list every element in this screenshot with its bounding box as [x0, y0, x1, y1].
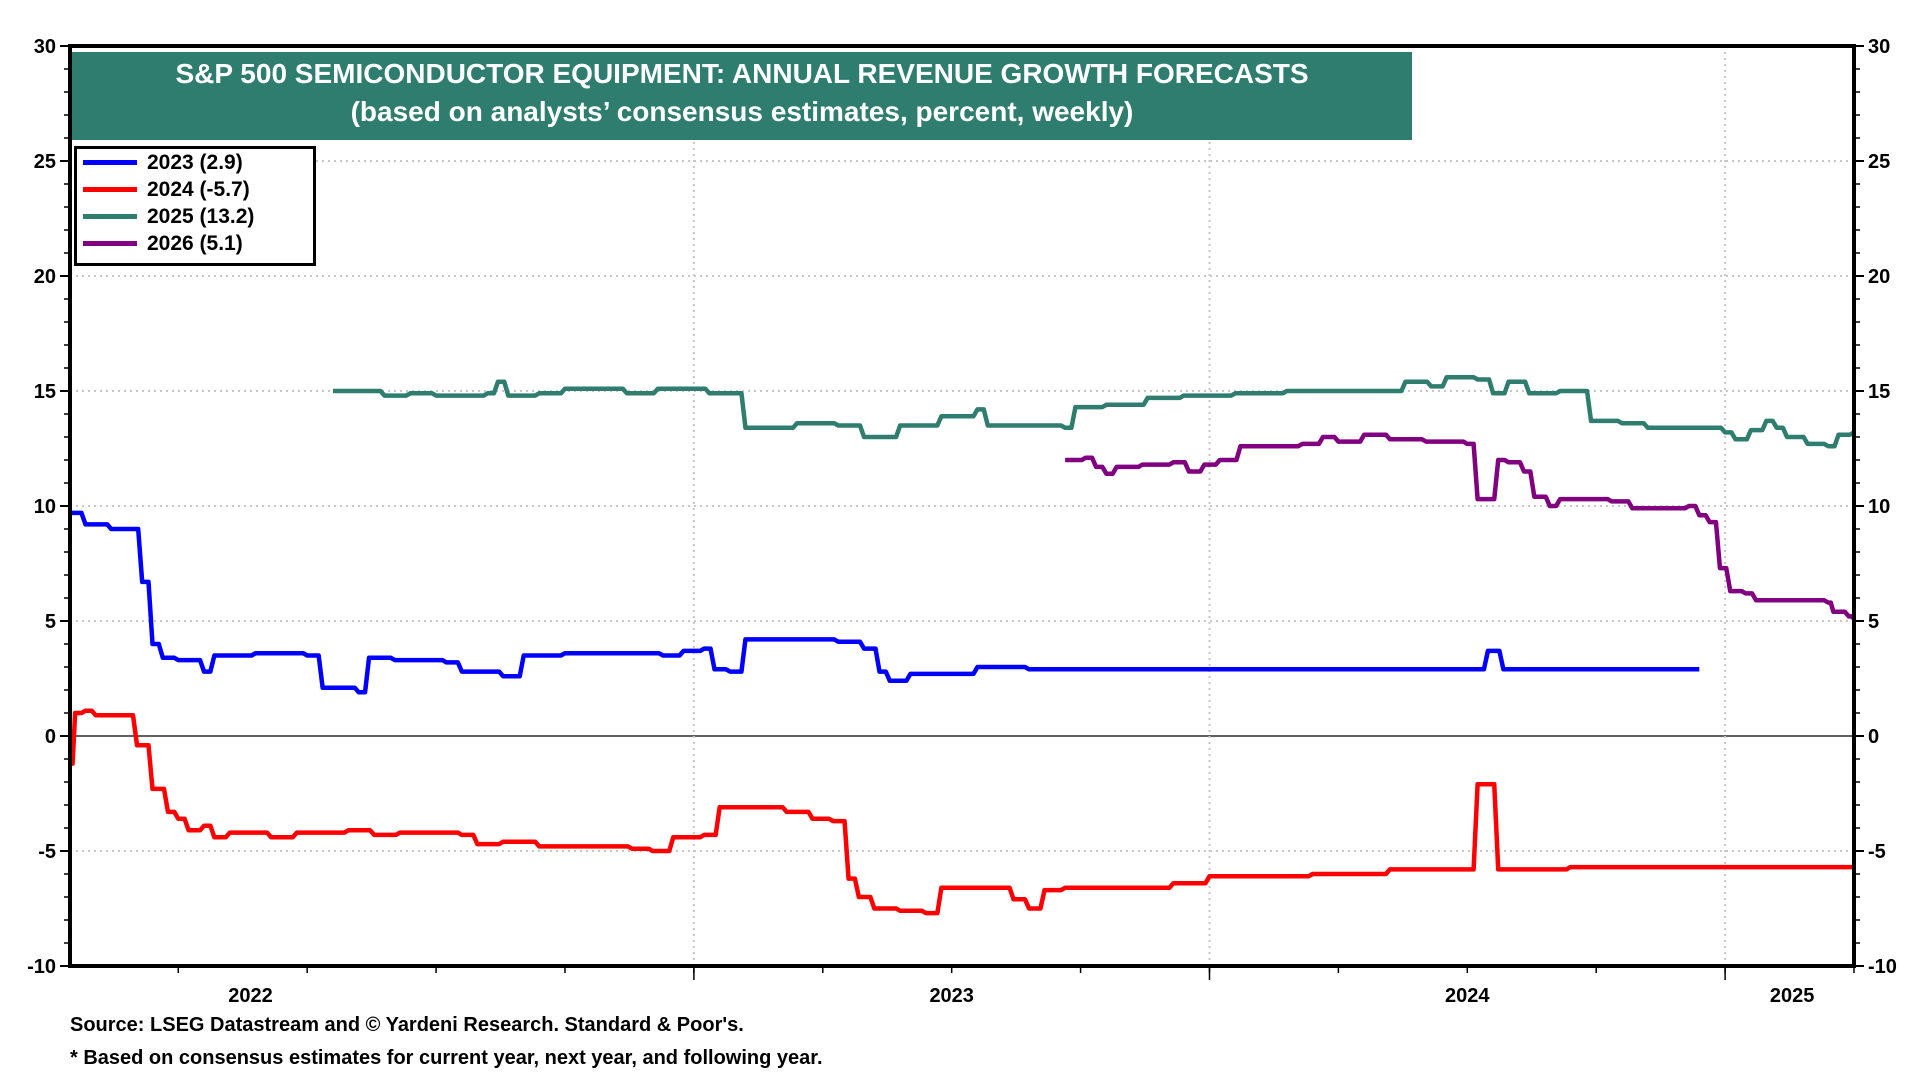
chart-title-box: S&P 500 SEMICONDUCTOR EQUIPMENT: ANNUAL …	[72, 52, 1412, 140]
series-line-2025	[332, 374, 1856, 449]
y-axis-right: -10 -5 0 5 10 15 20 25 30	[1854, 36, 1897, 978]
y-tick-label-left: 10	[34, 496, 56, 518]
legend-swatch-2026	[83, 241, 137, 246]
y-tick-label-right: 25	[1868, 151, 1890, 173]
y-tick-label-right: 5	[1868, 611, 1879, 633]
legend-label-2025: 2025 (13.2)	[147, 204, 255, 228]
y-tick-label-left: -5	[38, 841, 56, 863]
x-tick-label: 2022	[228, 985, 273, 1007]
y-tick-label-right: 20	[1868, 266, 1890, 288]
y-tick-label-right: 30	[1868, 36, 1890, 58]
series-group	[70, 374, 1856, 916]
y-tick-label-right: -5	[1868, 841, 1886, 863]
footnote: * Based on consensus estimates for curre…	[70, 1047, 823, 1069]
y-tick-label-right: 0	[1868, 726, 1879, 748]
legend-item-2023: 2023 (2.9)	[83, 149, 313, 176]
y-tick-label-left: 30	[34, 36, 56, 58]
x-tick-label: 2025	[1770, 985, 1815, 1007]
x-tick-label: 2024	[1445, 985, 1490, 1007]
series-line-2023	[70, 510, 1700, 695]
legend: 2023 (2.9) 2024 (-5.7) 2025 (13.2) 2026 …	[74, 146, 316, 266]
legend-swatch-2023	[83, 160, 137, 165]
y-tick-label-left: 0	[45, 726, 56, 748]
y-tick-label-left: 5	[45, 611, 56, 633]
y-axis-left: -10 -5 0 5 10 15 20 25 30	[27, 36, 70, 978]
x-axis: 2022 2023 2024 2025	[177, 966, 1855, 1007]
plot-frame	[68, 44, 1856, 968]
chart-subtitle: (based on analysts’ consensus estimates,…	[350, 96, 1134, 127]
legend-swatch-2024	[83, 187, 137, 192]
grid-lines	[70, 46, 1854, 966]
legend-label-2023: 2023 (2.9)	[147, 150, 243, 174]
axes	[68, 44, 1856, 968]
series-line-2026	[1065, 432, 1856, 621]
legend-label-2026: 2026 (5.1)	[147, 231, 243, 255]
source-note: Source: LSEG Datastream and © Yardeni Re…	[70, 1014, 744, 1036]
legend-item-2025: 2025 (13.2)	[83, 203, 313, 230]
chart-title: S&P 500 SEMICONDUCTOR EQUIPMENT: ANNUAL …	[175, 58, 1309, 89]
legend-swatch-2025	[83, 214, 137, 219]
series-line-2024	[70, 708, 1854, 916]
y-tick-label-left: 15	[34, 381, 56, 403]
y-tick-label-left: 25	[34, 151, 56, 173]
y-tick-label-left: 20	[34, 266, 56, 288]
y-tick-label-right: 15	[1868, 381, 1890, 403]
legend-label-2024: 2024 (-5.7)	[147, 177, 250, 201]
legend-item-2026: 2026 (5.1)	[83, 230, 313, 257]
y-tick-label-left: -10	[27, 956, 56, 978]
y-tick-label-right: 10	[1868, 496, 1890, 518]
x-tick-label: 2023	[929, 985, 974, 1007]
y-tick-label-right: -10	[1868, 956, 1897, 978]
legend-item-2024: 2024 (-5.7)	[83, 176, 313, 203]
